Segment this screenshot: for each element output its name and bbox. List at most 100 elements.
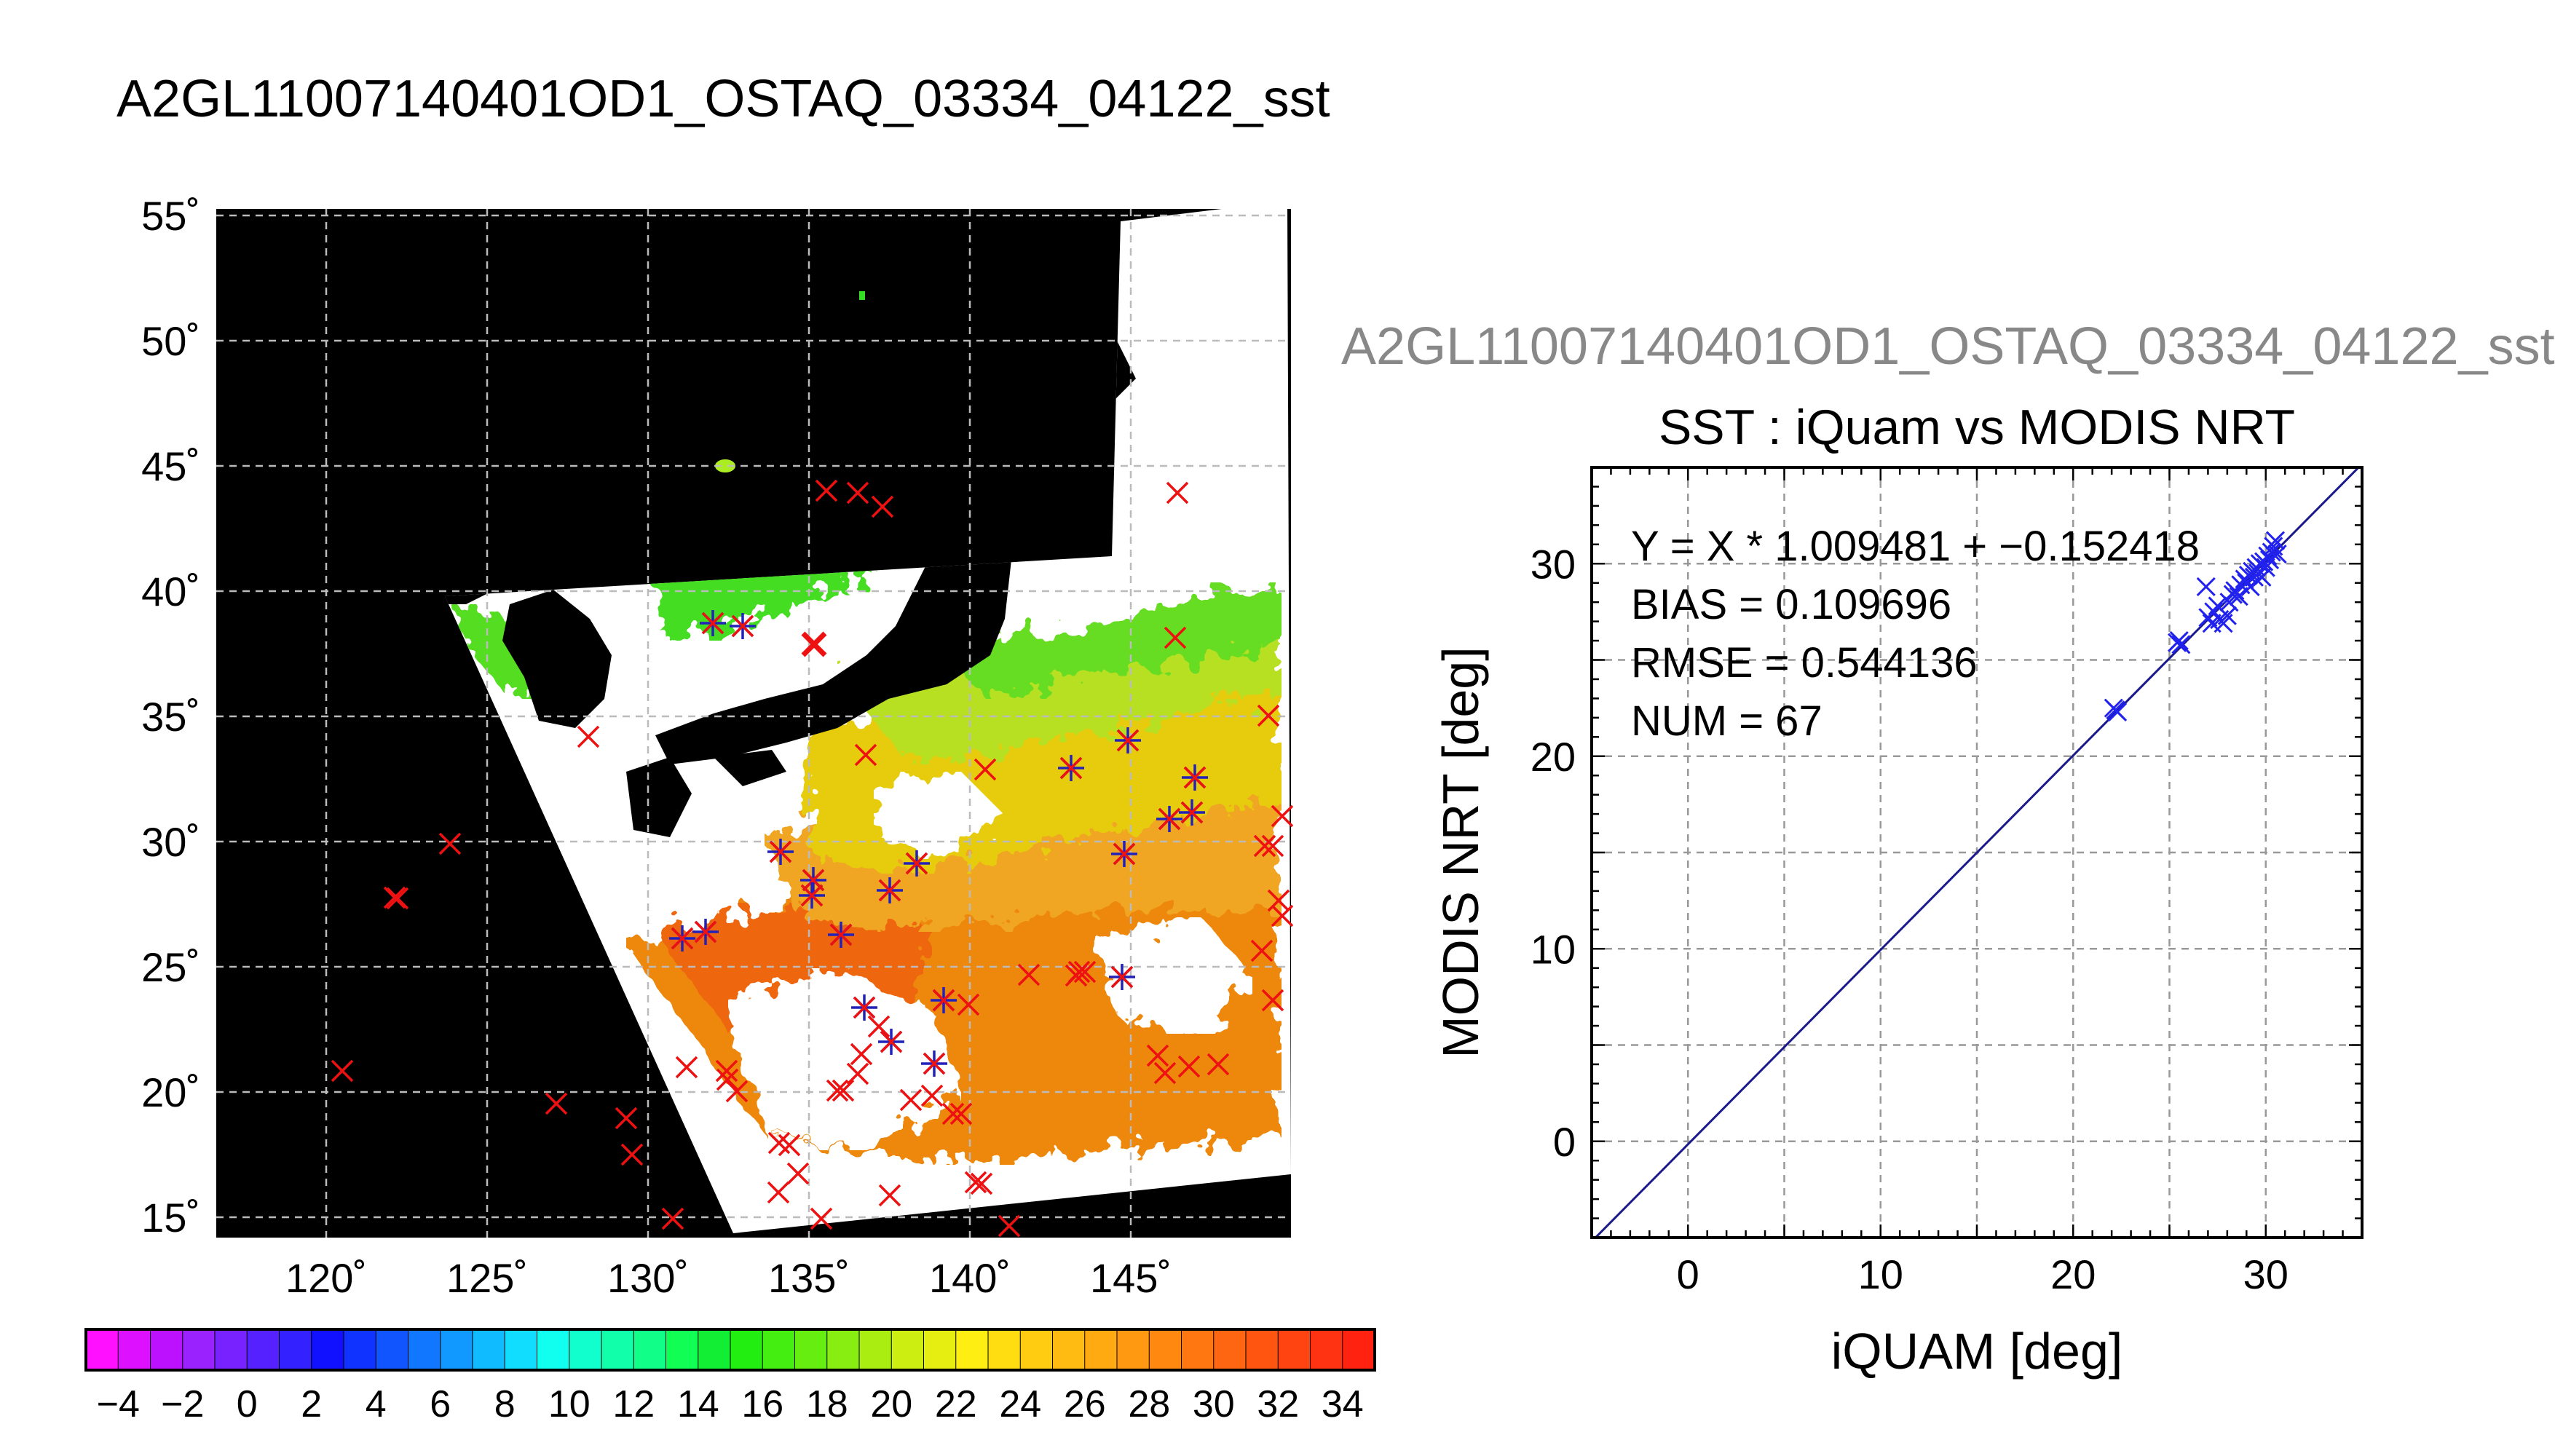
colorbar-cell (440, 1329, 474, 1371)
colorbar-tick-label: 22 (935, 1383, 977, 1425)
x-tick-label: 0 (1677, 1251, 1699, 1297)
matchup-marker-red (661, 1207, 684, 1230)
matchup-marker-red (1267, 889, 1290, 912)
matchup-marker-red (545, 1092, 568, 1115)
matchup-marker-red (846, 1062, 869, 1085)
matchup-marker-red (846, 481, 869, 505)
matchup-marker-red (1180, 801, 1204, 824)
matchup-marker-red (829, 923, 853, 946)
matchup-marker-red (878, 879, 901, 902)
colorbar-cell (891, 1329, 925, 1371)
matchup-marker-red (1116, 729, 1140, 752)
matchup-marker-red (880, 1030, 903, 1053)
colorbar-cell (858, 1329, 893, 1371)
matchup-marker-red (810, 1207, 833, 1230)
colorbar-cell (826, 1329, 861, 1371)
colorbar-tick-label: 2 (301, 1383, 322, 1425)
matchup-marker-red (878, 1184, 901, 1207)
colorbar-cell (666, 1329, 699, 1371)
matchup-marker-red (725, 1080, 749, 1103)
matchup-marker-red (671, 927, 694, 950)
lon-label: 140˚ (929, 1255, 1011, 1301)
matchup-marker-red (1261, 989, 1284, 1012)
matchup-marker-red (970, 1172, 993, 1195)
matchup-marker-red (905, 852, 928, 875)
scatter-point (2171, 635, 2191, 654)
colorbar-cell (633, 1329, 667, 1371)
colorbar-cell (730, 1329, 764, 1371)
matchup-marker-red (800, 884, 824, 907)
stats-fit-equation: Y = X * 1.009481 + −0.152418 (1631, 523, 2200, 570)
y-axis-label: MODIS NRT [deg] (1432, 646, 1489, 1058)
lon-label: 145˚ (1090, 1255, 1172, 1301)
colorbar: −4 −2 0 2 4 6 8 10 12 14 16 18 20 22 24 26 28 30 32 34 (84, 1328, 1376, 1425)
y-tick-label: 0 (1553, 1119, 1576, 1165)
x-tick-labels: 0 10 20 30 (1677, 1251, 2289, 1297)
chart-title: SST : iQuam vs MODIS NRT (1659, 400, 2295, 455)
colorbar-cell (504, 1329, 538, 1371)
lon-label: 130˚ (607, 1255, 689, 1301)
colorbar-cell (537, 1329, 570, 1371)
colorbar-cell (1245, 1329, 1279, 1371)
matchup-marker-red (832, 1079, 855, 1102)
matchup-marker-red (383, 886, 406, 909)
stats-bias: BIAS = 0.109696 (1631, 581, 1951, 628)
colorbar-tick-label: −4 (97, 1383, 140, 1425)
colorbar-cell (472, 1329, 506, 1371)
sst-lake-patch (715, 459, 735, 472)
matchup-marker-red (716, 1068, 739, 1091)
colorbar-cell (762, 1329, 796, 1371)
matchup-marker-red (1261, 834, 1284, 858)
scatter-point (2204, 602, 2224, 622)
y-tick-labels: 0 10 20 30 (1531, 541, 1576, 1165)
lat-label: 35˚ (141, 694, 200, 740)
colorbar-tick-label: 10 (548, 1383, 591, 1425)
matchup-marker-red (1146, 1044, 1169, 1067)
colorbar-cell (117, 1329, 151, 1371)
matchup-marker-red (675, 1056, 698, 1079)
colorbar-tick-label: 20 (870, 1383, 912, 1425)
scatter-point (2252, 567, 2272, 587)
matchup-marker-red (1271, 804, 1294, 828)
matchup-marker-red (715, 1059, 738, 1083)
matchup-marker-red (620, 1143, 644, 1166)
colorbar-cell (246, 1329, 280, 1371)
matchup-marker-red (923, 1052, 946, 1075)
matchup-marker-red (694, 920, 717, 943)
scatter-point (2259, 550, 2280, 570)
colorbar-cell (214, 1329, 248, 1371)
cloud-patch-mid (874, 772, 1005, 859)
colorbar-cell (85, 1329, 119, 1371)
scatter-point (2223, 585, 2243, 604)
colorbar-tick-label: 6 (430, 1383, 451, 1425)
lon-label: 125˚ (446, 1255, 528, 1301)
matchup-marker-red (767, 1131, 791, 1155)
matchup-marker-red (786, 1162, 810, 1185)
matchup-marker-red (1166, 481, 1189, 505)
colorbar-tick-label: 8 (494, 1383, 516, 1425)
colorbar-tick-label: 28 (1128, 1383, 1170, 1425)
lat-label: 20˚ (141, 1069, 200, 1115)
x-tick-label: 10 (1858, 1251, 1903, 1297)
colorbar-cell (1342, 1329, 1376, 1371)
matchup-marker-red (615, 1107, 638, 1130)
stats-box: Y = X * 1.009481 + −0.152418 BIAS = 0.10… (1631, 523, 2200, 745)
matchup-marker-red (853, 996, 876, 1019)
matchup-marker-red (854, 743, 877, 767)
x-tick-label: 30 (2243, 1251, 2289, 1297)
matchup-marker-red (964, 1171, 987, 1194)
matchup-marker-red (974, 758, 997, 781)
colorbar-cell (987, 1329, 1022, 1371)
scatter-header: A2GL11007140401OD1_OSTAQ_03334_04122_sst (1341, 317, 2555, 376)
colorbar-cell (311, 1329, 345, 1371)
matchup-marker-red (1110, 965, 1134, 989)
colorbar-cell (1148, 1329, 1182, 1371)
matchup-marker-red (871, 495, 894, 518)
matchup-marker-red (932, 989, 955, 1012)
colorbar-cell (1116, 1329, 1150, 1371)
matchup-marker-red (1017, 963, 1040, 986)
matchup-marker-red (867, 1015, 891, 1038)
cloud-patch-east (1092, 917, 1252, 1034)
scatter-point (2267, 544, 2287, 564)
x-axis-label: iQUAM [deg] (1831, 1323, 2123, 1380)
